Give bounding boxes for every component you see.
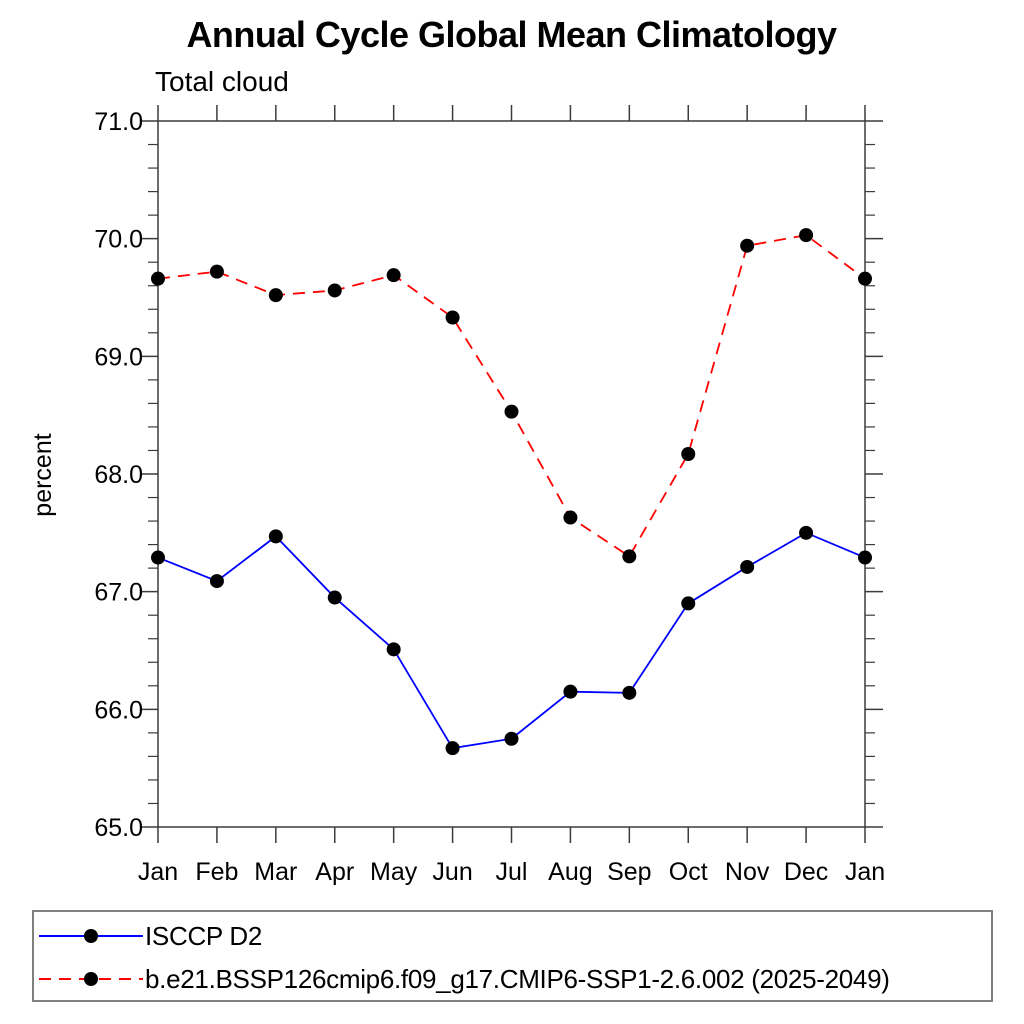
series-0-marker-Nov: [740, 559, 755, 574]
series-1-marker-Sep: [622, 549, 637, 564]
x-tick-label: Dec: [784, 858, 828, 886]
series-0-marker-Aug: [563, 684, 578, 699]
y-tick-label: 67.0: [94, 579, 143, 607]
y-tick-label: 71.0: [94, 108, 143, 136]
x-tick-label: Jul: [496, 858, 528, 886]
legend-label: ISCCP D2: [145, 920, 263, 951]
series-0-marker-Jan: [151, 550, 165, 565]
series-1-marker-May: [386, 268, 401, 283]
legend: ISCCP D2 b.e21.BSSP126cmip6.f09_g17.CMIP…: [32, 910, 993, 1002]
x-tick-label: Jun: [432, 858, 472, 886]
series-0-marker-Feb: [209, 574, 224, 589]
series-0-marker-Dec: [799, 525, 814, 540]
series-1-marker-Apr: [327, 283, 342, 298]
legend-item-model: b.e21.BSSP126cmip6.f09_g17.CMIP6-SSP1-2.…: [34, 957, 991, 1001]
series-1-marker-Jul: [504, 404, 519, 419]
series-line-0: [157, 531, 866, 750]
series-0-marker-Jul: [504, 731, 519, 746]
legend-marker-dot: [84, 929, 98, 943]
series-1-marker-Aug: [563, 510, 578, 525]
legend-label: b.e21.BSSP126cmip6.f09_g17.CMIP6-SSP1-2.…: [145, 963, 890, 994]
y-tick-label: 69.0: [94, 343, 143, 371]
legend-marker-dot: [84, 972, 98, 986]
x-tick-label: Oct: [669, 858, 708, 886]
y-tick-label: 70.0: [94, 226, 143, 254]
y-tick-label: 66.0: [94, 696, 143, 724]
series-1-marker-Dec: [799, 228, 814, 243]
y-tick-label: 65.0: [94, 814, 143, 842]
series-1-marker-Oct: [681, 446, 696, 461]
x-tick-label: Sep: [607, 858, 651, 886]
series-1-marker-Nov: [740, 238, 755, 253]
series-1-marker-Jan: [151, 271, 165, 286]
chart-title: Annual Cycle Global Mean Climatology: [186, 14, 837, 55]
x-tick-label: Jan: [138, 858, 178, 886]
x-tick-label: Mar: [254, 858, 297, 886]
x-tick-label: Jan: [845, 858, 885, 886]
x-tick-label: Aug: [548, 858, 592, 886]
legend-line-sample-dashed: [39, 972, 143, 986]
series-1-marker-Jan: [858, 271, 872, 286]
legend-line-sample-solid: [39, 929, 143, 943]
plot-frame: [157, 120, 866, 828]
x-tick-label: Feb: [195, 858, 238, 886]
series-0-marker-Apr: [327, 590, 342, 605]
series-0-marker-Sep: [622, 685, 637, 700]
series-1-marker-Mar: [268, 288, 283, 303]
chart-subtitle: Total cloud: [155, 66, 289, 97]
y-tick-label: 68.0: [94, 461, 143, 489]
legend-item-isccp: ISCCP D2: [34, 914, 991, 958]
series-1-marker-Feb: [209, 264, 224, 279]
series-0-marker-Jan: [858, 550, 872, 565]
series-0-marker-Oct: [681, 596, 696, 611]
series-line-1: [157, 234, 866, 558]
x-tick-label: May: [370, 858, 418, 886]
x-tick-label: Apr: [315, 858, 354, 886]
series-0-marker-Jun: [445, 741, 460, 756]
series-0-marker-Mar: [268, 529, 283, 544]
series-0-marker-May: [386, 642, 401, 657]
series-1-marker-Jun: [445, 310, 460, 325]
x-tick-label: Nov: [725, 858, 770, 886]
